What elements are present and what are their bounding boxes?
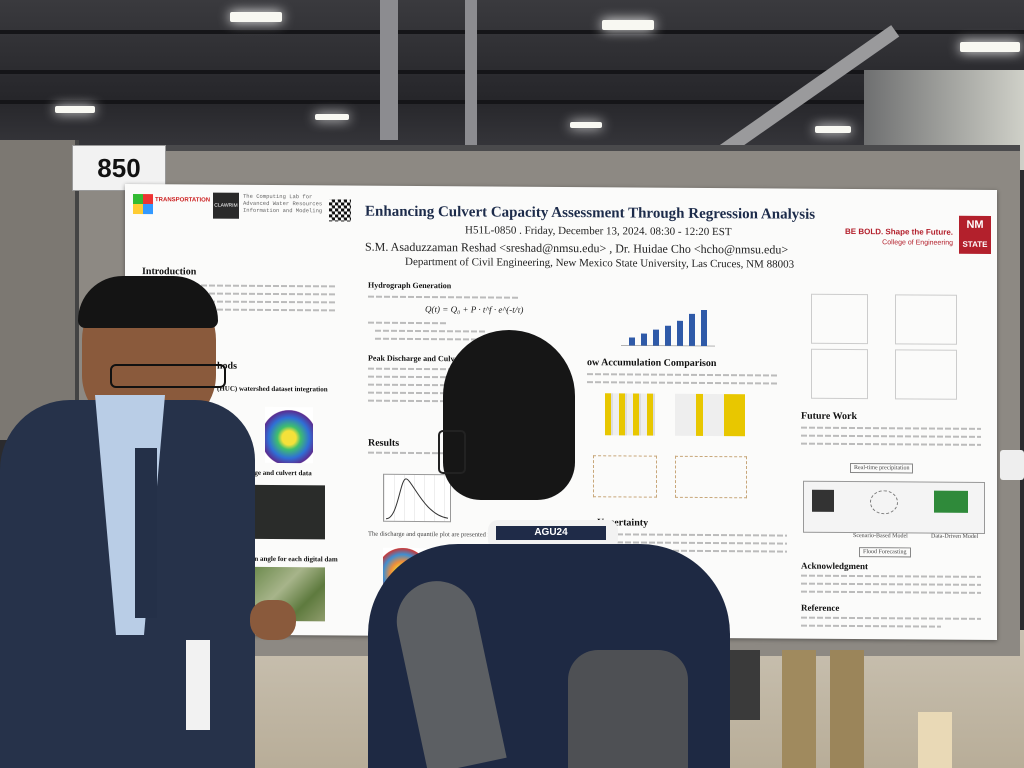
nmsu-logo-bottom: STATE xyxy=(962,239,988,249)
text-lines xyxy=(368,321,448,325)
section-future-work: Future Work xyxy=(801,410,858,423)
hydrograph-equation: Q(t) = Q₀ + P · t^f · e^(-t/τ) xyxy=(425,304,524,315)
background-person-leg xyxy=(728,650,760,720)
session-line: H51L-0850 . Friday, December 13, 2024. 0… xyxy=(465,224,732,239)
authors-line: S.M. Asaduzzaman Reshad <sreshad@nmsu.ed… xyxy=(365,239,789,257)
bar-chart-svg xyxy=(621,309,715,347)
scatter-plot xyxy=(811,348,868,400)
backpack xyxy=(568,650,688,768)
glasses-icon xyxy=(438,430,466,474)
text-lines xyxy=(368,295,518,299)
section-reference: Reference xyxy=(801,602,840,613)
slogan: BE BOLD. Shape the Future. xyxy=(844,226,953,237)
text-lines xyxy=(801,426,981,430)
diagram-real-time: Real-time precipitation xyxy=(850,463,914,474)
booth-number-sign: 850 xyxy=(72,145,166,191)
ceiling-light xyxy=(815,126,851,133)
text-lines xyxy=(801,442,981,446)
bar-chart xyxy=(617,297,717,350)
scatter-plot xyxy=(811,293,868,345)
diagram-data-driven: Data-Driven Model xyxy=(931,533,979,540)
section-hydrograph: Hydrograph Generation xyxy=(368,280,452,291)
ceiling-light xyxy=(602,20,654,30)
lanyard: AGU24 xyxy=(496,526,606,540)
dept-logo-text: TRANSPORTATION xyxy=(155,197,211,204)
nmsu-logo-top: NM xyxy=(966,218,984,231)
qr-code-icon xyxy=(329,199,351,222)
hydrograph-plot xyxy=(383,473,451,523)
line-plot xyxy=(895,349,957,400)
chip-icon xyxy=(934,490,968,513)
ceiling-duct xyxy=(465,0,477,150)
hydrograph-curve xyxy=(385,478,449,520)
data-icon xyxy=(812,489,834,512)
ceiling-light xyxy=(960,42,1020,52)
diagram-scenario: Scenario-Based Model xyxy=(853,533,908,540)
text-lines xyxy=(801,624,941,628)
clawrim-logo: CLAWRIM xyxy=(213,192,239,219)
attendee-head xyxy=(443,330,575,500)
text-lines xyxy=(801,574,981,578)
poster-title: Enhancing Culvert Capacity Assessment Th… xyxy=(365,203,816,223)
background-person-leg xyxy=(782,650,816,768)
presenter xyxy=(0,270,300,768)
presenter-hand xyxy=(250,600,296,640)
side-panel xyxy=(0,140,79,440)
name-badge xyxy=(186,640,210,730)
forecast-diagram xyxy=(803,480,985,534)
ceiling xyxy=(0,0,1024,165)
text-lines xyxy=(801,616,981,620)
diagram-flood: Flood Forecasting xyxy=(859,547,911,558)
text-lines xyxy=(801,590,981,594)
attendee: AGU24 xyxy=(368,330,738,768)
logo-icon xyxy=(133,194,153,215)
ceiling-light xyxy=(55,106,95,113)
ceiling-beam xyxy=(0,30,1024,34)
presenter-hair xyxy=(78,276,218,328)
line-plot xyxy=(895,294,957,345)
research-poster: TRANSPORTATION CLAWRIM The Computing Lab… xyxy=(125,183,997,641)
ceiling-light xyxy=(230,12,282,22)
ceiling-beam xyxy=(0,70,1024,74)
network-icon xyxy=(870,490,898,515)
paper-cup xyxy=(1000,450,1024,480)
college-name: College of Engineering xyxy=(882,239,953,247)
section-acknowledgment: Acknowledgment xyxy=(801,560,868,572)
lab-name: The Computing Lab for Advanced Water Res… xyxy=(243,192,323,215)
affiliation: Department of Civil Engineering, New Mex… xyxy=(405,255,795,271)
paper-bag xyxy=(918,712,952,768)
presenter-tie xyxy=(135,448,157,618)
glasses-icon xyxy=(110,364,226,388)
background-person-leg xyxy=(830,650,864,768)
text-lines xyxy=(801,434,981,438)
ceiling-beam xyxy=(0,100,900,104)
ceiling-light xyxy=(570,122,602,128)
ceiling-light xyxy=(315,114,349,120)
text-lines xyxy=(801,582,981,586)
ceiling-duct xyxy=(380,0,398,140)
nmsu-logo: NM STATE xyxy=(959,215,991,255)
